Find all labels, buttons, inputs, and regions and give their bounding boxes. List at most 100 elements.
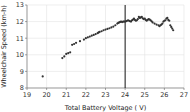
- x-grid-line: [85, 5, 86, 88]
- point: [98, 31, 100, 33]
- point: [71, 44, 73, 46]
- point: [147, 19, 149, 21]
- x-tick-label: 21: [62, 91, 70, 99]
- y-tick-label: 12: [16, 18, 24, 26]
- point: [139, 17, 141, 19]
- point: [83, 38, 85, 40]
- y-tick-label: 11: [16, 35, 24, 43]
- point: [166, 17, 168, 19]
- x-grid-line: [66, 5, 67, 88]
- point: [97, 32, 99, 34]
- x-grid-line: [105, 5, 106, 88]
- point: [122, 21, 124, 23]
- point: [65, 53, 67, 55]
- x-tick-label: 22: [82, 91, 90, 99]
- x-tick-label: 26: [160, 91, 168, 99]
- x-tick-label: 25: [141, 91, 149, 99]
- point: [110, 26, 112, 28]
- point: [134, 19, 136, 21]
- axes: 1920212223242526278910111213: [16, 1, 188, 98]
- point: [93, 34, 95, 36]
- y-grid-line: [27, 21, 184, 22]
- point: [118, 21, 120, 23]
- x-grid-line: [125, 5, 126, 88]
- y-grid-line: [27, 5, 184, 6]
- point: [168, 20, 170, 22]
- point: [104, 28, 106, 30]
- point: [153, 22, 155, 24]
- point: [150, 19, 152, 21]
- point: [124, 21, 126, 23]
- x-grid-line: [27, 5, 28, 88]
- point: [140, 16, 142, 18]
- point: [73, 43, 75, 45]
- point: [117, 22, 119, 24]
- x-grid-line: [164, 5, 165, 88]
- x-grid-line: [144, 5, 145, 88]
- point: [120, 21, 122, 23]
- plot-area: [42, 5, 175, 88]
- grid: [27, 5, 184, 88]
- point: [114, 24, 116, 26]
- point: [163, 20, 165, 22]
- point: [135, 20, 137, 22]
- point: [91, 35, 93, 37]
- point: [137, 18, 139, 20]
- point: [112, 25, 114, 27]
- x-tick-label: 20: [42, 91, 50, 99]
- y-grid-line: [27, 71, 184, 72]
- point: [167, 19, 169, 21]
- vertical-line: [125, 5, 126, 88]
- point: [61, 57, 63, 59]
- point: [126, 20, 128, 22]
- point: [160, 23, 162, 25]
- point: [128, 20, 130, 22]
- point: [116, 22, 118, 24]
- point: [152, 21, 154, 23]
- point: [132, 19, 134, 21]
- point: [131, 19, 133, 21]
- point: [102, 29, 104, 31]
- y-axis-line: [27, 5, 28, 88]
- point: [125, 20, 127, 22]
- point: [161, 22, 163, 24]
- y-tick-label: 10: [16, 51, 24, 59]
- y-axis-label: Wheelchair Speed (km-h): [0, 5, 8, 88]
- x-tick-label: 24: [121, 91, 129, 99]
- chart: 1920212223242526278910111213Total Batter…: [0, 0, 190, 112]
- point: [85, 37, 87, 39]
- y-tick-label: 13: [16, 1, 24, 9]
- point: [143, 18, 145, 20]
- point: [63, 55, 65, 57]
- x-tick-label: 27: [180, 91, 188, 99]
- point: [138, 16, 140, 18]
- point: [108, 27, 110, 29]
- point: [148, 18, 150, 20]
- point: [42, 75, 44, 77]
- point: [159, 24, 161, 26]
- x-grid-line: [46, 5, 47, 88]
- point: [145, 19, 147, 21]
- point: [129, 20, 131, 22]
- x-axis-label: Total Battery Voltage ( V): [64, 104, 146, 112]
- point: [142, 17, 144, 19]
- x-tick-label: 19: [23, 91, 31, 99]
- y-tick-label: 9: [20, 68, 24, 76]
- point: [75, 42, 77, 44]
- point: [89, 35, 91, 37]
- y-grid-line: [27, 38, 184, 39]
- point: [69, 51, 71, 53]
- point: [100, 30, 102, 32]
- point: [127, 19, 129, 21]
- point: [155, 23, 157, 25]
- point: [99, 31, 101, 33]
- point: [172, 29, 174, 31]
- x-tick-label: 23: [101, 91, 109, 99]
- point: [67, 52, 69, 54]
- x-grid-line: [184, 5, 185, 88]
- point: [121, 21, 123, 23]
- point: [87, 36, 89, 38]
- point: [157, 24, 159, 26]
- point: [165, 18, 167, 20]
- point: [79, 40, 81, 42]
